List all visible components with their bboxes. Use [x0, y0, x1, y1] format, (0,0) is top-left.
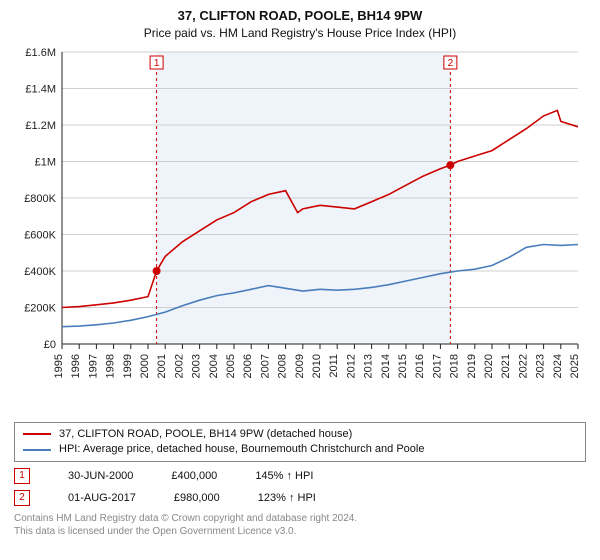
- svg-text:2003: 2003: [191, 354, 203, 378]
- svg-text:1995: 1995: [53, 354, 65, 378]
- svg-text:2015: 2015: [397, 354, 409, 378]
- footer-line: Contains HM Land Registry data © Crown c…: [14, 512, 586, 525]
- sale-price: £400,000: [171, 470, 217, 482]
- svg-text:1997: 1997: [87, 354, 99, 378]
- svg-text:£600K: £600K: [24, 229, 56, 241]
- legend-swatch: [23, 433, 51, 435]
- sale-row: 1 30-JUN-2000 £400,000 145% ↑ HPI: [14, 468, 586, 484]
- legend-item: 37, CLIFTON ROAD, POOLE, BH14 9PW (detac…: [23, 427, 577, 442]
- svg-text:2016: 2016: [414, 354, 426, 378]
- svg-text:2007: 2007: [259, 354, 271, 378]
- svg-text:1999: 1999: [122, 354, 134, 378]
- legend-label: HPI: Average price, detached house, Bour…: [59, 442, 424, 457]
- sale-price: £980,000: [174, 492, 220, 504]
- sale-row: 2 01-AUG-2017 £980,000 123% ↑ HPI: [14, 490, 586, 506]
- legend-swatch: [23, 449, 51, 451]
- svg-text:2: 2: [448, 58, 454, 69]
- legend-label: 37, CLIFTON ROAD, POOLE, BH14 9PW (detac…: [59, 427, 352, 442]
- svg-text:2001: 2001: [156, 354, 168, 378]
- svg-text:2021: 2021: [500, 354, 512, 378]
- svg-text:2008: 2008: [277, 354, 289, 378]
- chart-area: £0 £200K £400K £600K £800K £1M £1.2M £1.4M £1.6M…: [14, 46, 586, 416]
- svg-text:2011: 2011: [328, 354, 340, 378]
- svg-text:2024: 2024: [552, 354, 564, 378]
- svg-text:2023: 2023: [535, 354, 547, 378]
- chart-title: 37, CLIFTON ROAD, POOLE, BH14 9PW: [14, 8, 586, 24]
- svg-text:1: 1: [154, 58, 160, 69]
- footer: Contains HM Land Registry data © Crown c…: [14, 512, 586, 538]
- sale-ratio: 145% ↑ HPI: [255, 470, 313, 482]
- chart-subtitle: Price paid vs. HM Land Registry's House …: [14, 26, 586, 40]
- svg-text:2018: 2018: [449, 354, 461, 378]
- svg-text:2014: 2014: [380, 354, 392, 378]
- svg-text:£1.6M: £1.6M: [25, 47, 56, 59]
- svg-text:1998: 1998: [105, 354, 117, 378]
- svg-text:£1M: £1M: [35, 156, 56, 168]
- svg-text:£1.2M: £1.2M: [25, 120, 56, 132]
- svg-text:2009: 2009: [294, 354, 306, 378]
- sale-ratio: 123% ↑ HPI: [258, 492, 316, 504]
- svg-text:2005: 2005: [225, 354, 237, 378]
- svg-text:2025: 2025: [569, 354, 581, 378]
- svg-text:£0: £0: [44, 339, 56, 351]
- svg-text:2004: 2004: [208, 354, 220, 378]
- svg-text:£200K: £200K: [24, 302, 56, 314]
- svg-text:2017: 2017: [431, 354, 443, 378]
- svg-text:1996: 1996: [70, 354, 82, 378]
- svg-text:2002: 2002: [173, 354, 185, 378]
- legend-item: HPI: Average price, detached house, Bour…: [23, 442, 577, 457]
- svg-text:2000: 2000: [139, 354, 151, 378]
- svg-text:£400K: £400K: [24, 266, 56, 278]
- svg-text:2010: 2010: [311, 354, 323, 378]
- legend: 37, CLIFTON ROAD, POOLE, BH14 9PW (detac…: [14, 422, 586, 463]
- sale-marker-badge: 2: [14, 490, 30, 506]
- svg-text:£800K: £800K: [24, 193, 56, 205]
- svg-text:2020: 2020: [483, 354, 495, 378]
- sale-marker-badge: 1: [14, 468, 30, 484]
- svg-text:£1.4M: £1.4M: [25, 83, 56, 95]
- svg-text:2019: 2019: [466, 354, 478, 378]
- sale-date: 01-AUG-2017: [68, 492, 136, 504]
- chart-svg: £0 £200K £400K £600K £800K £1M £1.2M £1.4M £1.6M…: [14, 46, 586, 416]
- svg-text:2013: 2013: [363, 354, 375, 378]
- svg-text:2022: 2022: [517, 354, 529, 378]
- svg-text:2012: 2012: [345, 354, 357, 378]
- sale-date: 30-JUN-2000: [68, 470, 133, 482]
- footer-line: This data is licensed under the Open Gov…: [14, 525, 586, 538]
- svg-text:2006: 2006: [242, 354, 254, 378]
